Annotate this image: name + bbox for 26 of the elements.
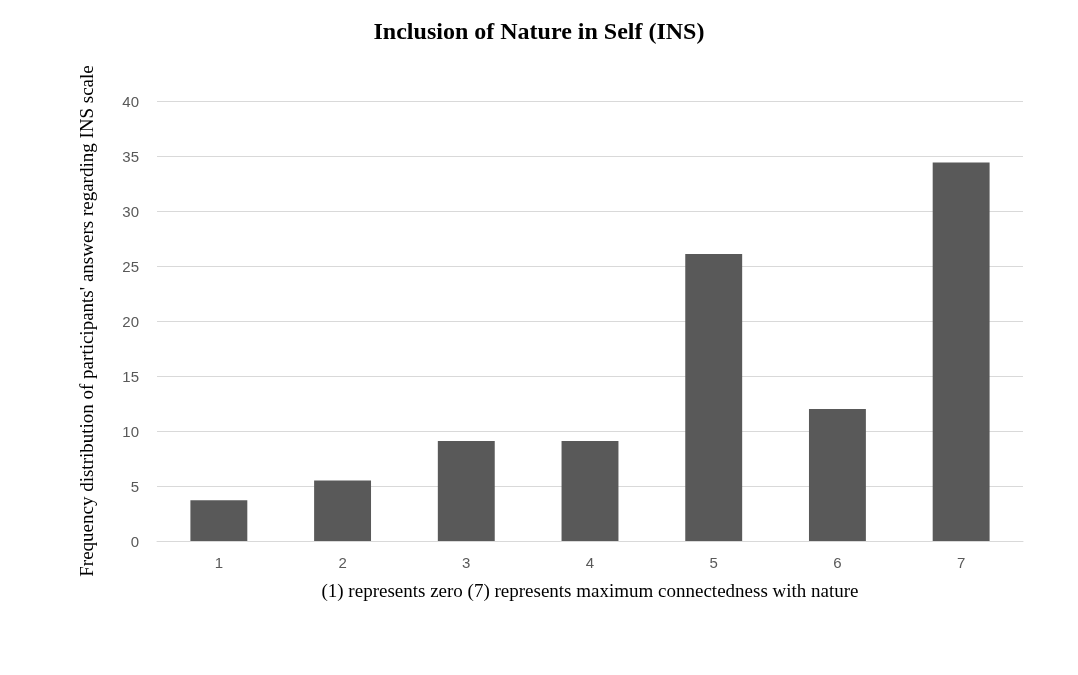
y-tick-label: 35: [122, 147, 139, 165]
x-tick-label: 6: [833, 554, 842, 571]
y-tick-label: 25: [122, 257, 139, 275]
bar: [932, 162, 990, 541]
x-tick-label: 7: [956, 554, 966, 571]
bar: [437, 440, 495, 541]
x-axis-title: (1) represents zero (7) represents maximum connectedness with nature: [321, 580, 859, 602]
y-tick-label: 20: [122, 312, 139, 330]
y-tick-label: 10: [122, 422, 139, 440]
x-tick-label: 1: [214, 554, 224, 571]
y-tick-label: 15: [122, 367, 139, 385]
bar: [808, 409, 866, 541]
y-tick-label: 5: [130, 477, 139, 495]
bar: [685, 253, 743, 541]
x-tick-label: 4: [585, 554, 595, 571]
y-tick-label: 40: [122, 92, 139, 110]
y-axis-title: Frequency distribution of participants' answers regarding INS scale: [75, 65, 97, 577]
y-tick-label: 30: [122, 202, 139, 220]
chart-title: Inclusion of Nature in Self (INS): [373, 18, 705, 44]
x-tick-label: 2: [338, 554, 347, 571]
x-tick-label: 5: [709, 554, 718, 571]
y-tick-label: 0: [130, 532, 139, 550]
bar: [190, 500, 248, 541]
bar: [314, 480, 372, 541]
x-tick-label: 3: [462, 554, 471, 571]
bar: [561, 440, 619, 541]
